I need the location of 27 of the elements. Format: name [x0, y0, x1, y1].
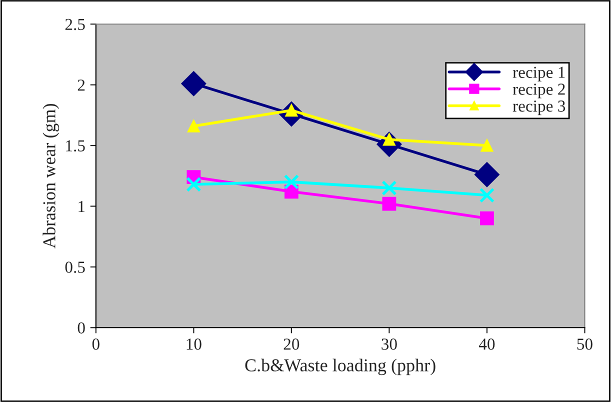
point — [480, 139, 494, 152]
x-tick-label: 0 — [92, 338, 100, 350]
x-tick-label: 50 — [577, 338, 592, 350]
point — [474, 162, 500, 188]
point — [480, 211, 494, 226]
y-tick-label: 0.5 — [65, 262, 85, 273]
x-tick-label: 40 — [478, 338, 495, 350]
x-axis-title: C.b&Waste loading (pphr) — [245, 358, 436, 376]
point — [181, 71, 206, 96]
point — [382, 180, 397, 196]
x-tick-label: 30 — [382, 338, 397, 350]
y-tick-label: 0 — [78, 322, 85, 334]
x-tick-label: 10 — [186, 338, 202, 350]
point — [284, 174, 300, 190]
y-tick-label: 2 — [78, 80, 85, 91]
point — [382, 196, 396, 211]
y-tick-label: 1.5 — [66, 140, 85, 152]
legend-label: recipe 1 — [512, 66, 565, 82]
y-axis-title: Abrasion wear (gm) — [42, 104, 60, 248]
point — [479, 188, 495, 203]
y-tick-label: 2.5 — [65, 18, 85, 30]
legend-label: recipe 2 — [512, 84, 565, 98]
y-tick-label: 1 — [78, 201, 85, 212]
x-tick-label: 20 — [284, 338, 300, 350]
point — [186, 176, 202, 192]
point — [187, 120, 200, 132]
legend-label: recipe 3 — [512, 100, 566, 116]
